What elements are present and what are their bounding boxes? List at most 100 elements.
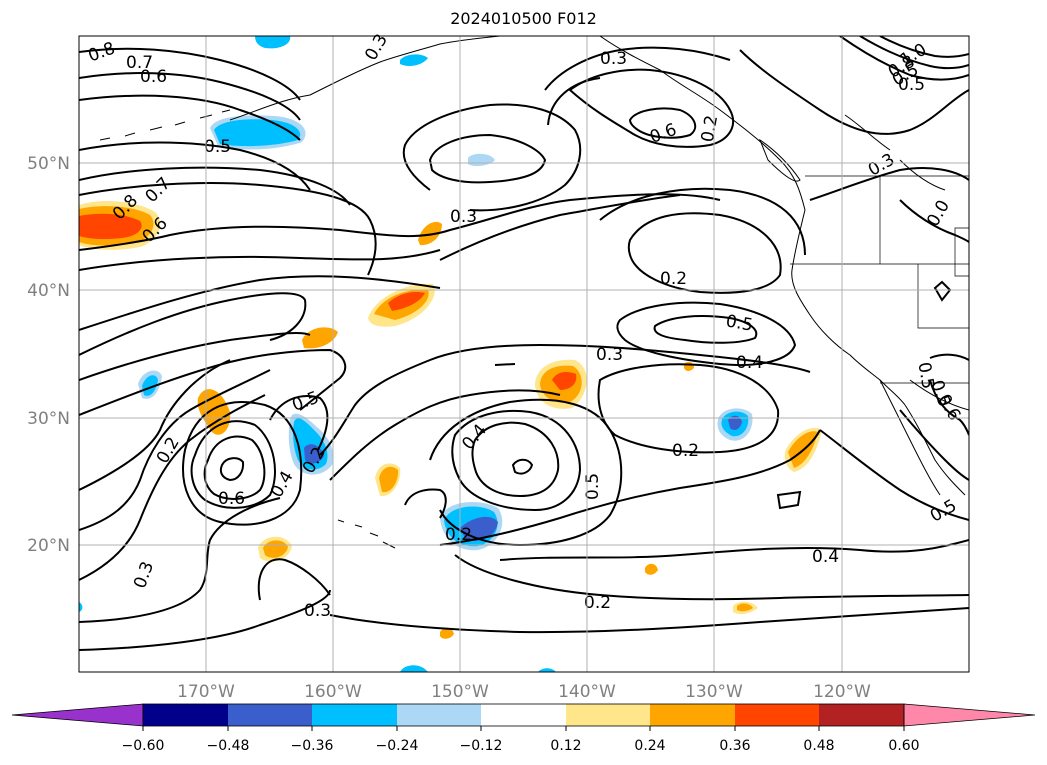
contour-line: [79, 72, 301, 121]
contour-label: 0.6: [140, 67, 167, 87]
contour-label: 0.2: [672, 441, 699, 461]
contour-line: [499, 539, 969, 561]
contour-label: 0.5: [913, 361, 937, 391]
contour-label: 0.2: [445, 525, 472, 545]
contour-line: [79, 47, 301, 101]
contour-line: [190, 420, 276, 509]
contour-line: [597, 363, 780, 454]
colorbar-tick-label: 0.12: [550, 738, 581, 754]
contour-label: 0.4: [736, 353, 763, 373]
contour-line: [839, 36, 969, 81]
contour-line: [899, 409, 969, 481]
baja-california: [879, 379, 966, 496]
colorbar-segment: [566, 704, 650, 726]
contour-label: 0.2: [698, 114, 722, 144]
contour-line: [628, 107, 697, 139]
contour-line: [79, 141, 311, 191]
anomaly-fills: [79, 36, 822, 672]
contour-line: [79, 348, 347, 416]
colorbar-tick-label: −0.12: [460, 738, 503, 754]
negative-anomaly-area: [728, 415, 742, 430]
contour-label: 0.5: [290, 388, 322, 416]
positive-anomaly-area: [79, 213, 142, 240]
colorbar-extend-low: [11, 703, 144, 727]
colorbar-segment: [735, 704, 819, 726]
contour-label: 0.3: [600, 49, 627, 69]
lon-label: 140°W: [558, 682, 616, 702]
contour-line: [929, 353, 969, 361]
contour-line: [544, 46, 731, 91]
contour-line: [511, 458, 534, 475]
negative-anomaly-area: [400, 54, 428, 66]
positive-anomaly-area: [302, 327, 338, 349]
colorbar-tick-label: −0.24: [376, 738, 419, 754]
colorbar-tick-label: 0.36: [719, 738, 750, 754]
contour-line: [269, 395, 329, 451]
positive-anomaly-area: [388, 292, 425, 311]
contour-line: [439, 194, 681, 261]
colorbar-segment: [650, 704, 735, 726]
contour-label: 0.3: [596, 345, 623, 365]
colorbar: −0.60 −0.48 −0.36 −0.24 −0.12 0.12 0.24 …: [11, 703, 1036, 754]
colorbar-segment: [312, 704, 397, 726]
contour-label: 0.2: [584, 593, 611, 613]
contour-line: [319, 343, 811, 456]
lat-label: 20°N: [27, 536, 70, 556]
contour-line: [79, 292, 307, 356]
lon-label: 150°W: [431, 682, 489, 702]
contour-line: [568, 68, 735, 148]
contour-label: 0.7: [126, 53, 153, 73]
contour-line: [79, 369, 271, 531]
gridlines: [79, 36, 969, 672]
contour-line: [439, 429, 821, 546]
contour-label-group: 0.8 0.7 0.6 0.5 0.3 0.3 0.6 0.7 0.8 0.6 …: [86, 31, 965, 621]
longitude-labels: 170°W 160°W 150°W 140°W 130°W 120°W: [177, 682, 871, 702]
contour-line: [547, 77, 601, 126]
negative-anomaly-area: [79, 602, 83, 612]
contour-line: [219, 457, 245, 482]
contour-line: [203, 435, 266, 500]
contour-label: 0.4: [267, 468, 298, 501]
contour-label: 0.6: [218, 489, 245, 509]
colorbar-tick-label: −0.36: [291, 738, 334, 754]
positive-anomaly-area: [645, 563, 658, 575]
contour-label: 0.6: [647, 120, 679, 148]
lon-label: 170°W: [177, 682, 235, 702]
contour-line: [79, 182, 377, 276]
contour-line: [428, 133, 547, 184]
contour-line: [859, 36, 969, 70]
canada-inland: [844, 114, 946, 191]
contour-line: [899, 199, 969, 243]
state-border: [917, 264, 969, 329]
negative-anomaly-area: [255, 36, 291, 49]
aleutian-islands: [99, 109, 231, 141]
lon-label: 130°W: [685, 682, 743, 702]
contour-label: 0.2: [153, 434, 184, 467]
hawaii-islands: [337, 519, 396, 549]
political-borders: [790, 175, 969, 384]
colorbar-extend-high: [903, 703, 1036, 727]
colorbar-tick-label: 0.60: [888, 738, 919, 754]
contour-line: [79, 249, 441, 271]
contour-line: [257, 558, 331, 601]
colorbar-segment: [143, 704, 228, 726]
positive-anomaly-area: [552, 372, 577, 390]
map-frame: [78, 35, 970, 673]
contour-label: 0.5: [898, 75, 925, 95]
contour-line: [471, 421, 560, 498]
negative-anomaly-area: [538, 668, 556, 672]
contour-line: [929, 379, 969, 436]
contour-line: [79, 275, 441, 331]
mexico-coast: [909, 379, 969, 411]
contour-line: [454, 554, 969, 601]
colorbar-segment: [397, 704, 481, 726]
contour-line: [79, 193, 721, 251]
contour-line: [79, 359, 231, 491]
coastlines: [99, 36, 969, 549]
positive-anomaly-area: [418, 221, 442, 246]
contour-line: [402, 103, 582, 212]
contour-label: 0.3: [304, 601, 331, 621]
contour-label: 0.5: [724, 311, 754, 335]
lon-label: 160°W: [304, 682, 362, 702]
